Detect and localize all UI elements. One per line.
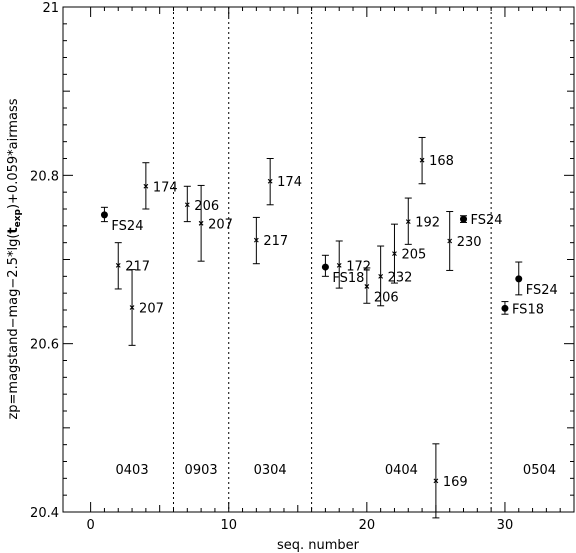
region-label: 0403	[116, 463, 149, 478]
x-tick-label: 30	[497, 518, 514, 533]
point-marker	[198, 220, 204, 226]
data-point: 207	[197, 184, 233, 262]
point-marker	[515, 275, 523, 283]
point-label: FS24	[471, 213, 503, 228]
point-marker	[419, 157, 425, 163]
region-labels: 0403 0903 0304 0404 0504	[116, 463, 557, 478]
data-point: 168	[418, 136, 454, 185]
data-point: 217	[252, 216, 288, 265]
point-label: 207	[208, 217, 233, 232]
point-label: 174	[153, 180, 178, 195]
data-point: 207	[128, 269, 164, 346]
data-point: FS24	[100, 206, 143, 234]
data-point: FS18	[321, 254, 364, 286]
point-label: 217	[125, 259, 150, 274]
point-label: 192	[415, 216, 440, 231]
point-label: 168	[429, 154, 454, 169]
data-point: 217	[114, 242, 150, 290]
point-label: 205	[401, 248, 426, 263]
data-point: FS24	[515, 261, 558, 298]
point-marker	[460, 215, 468, 223]
point-marker	[392, 251, 397, 256]
region-label: 0903	[185, 463, 218, 478]
data-point: 205	[390, 223, 426, 284]
data-point: 192	[404, 197, 440, 245]
y-tick-label: 21	[42, 1, 59, 16]
point-marker	[100, 211, 108, 219]
y-tick-label: 20.8	[30, 169, 59, 184]
data-points: FS24217207174206207217174FS1817220623220…	[100, 136, 558, 519]
point-marker	[143, 183, 149, 189]
data-point: 169	[432, 443, 468, 519]
data-point: FS18	[501, 301, 544, 317]
point-label: 207	[139, 301, 164, 316]
point-label: FS18	[512, 302, 544, 317]
point-label: FS24	[526, 283, 558, 298]
point-marker	[447, 238, 453, 244]
point-label: 232	[388, 270, 413, 285]
x-tick-label: 10	[220, 518, 237, 533]
point-marker	[405, 219, 411, 225]
point-marker	[253, 237, 259, 243]
data-point: 230	[446, 211, 482, 271]
point-marker	[184, 202, 190, 208]
y-tick-label: 20.4	[30, 506, 59, 521]
x-tick-label: 0	[86, 518, 94, 533]
data-point: FS24	[460, 213, 503, 228]
point-label: FS24	[111, 219, 143, 234]
point-marker	[501, 304, 509, 312]
point-marker	[378, 273, 384, 279]
point-label: 230	[457, 235, 482, 250]
data-point: 174	[142, 162, 178, 210]
point-label: 169	[443, 475, 468, 490]
point-label: 206	[374, 290, 399, 305]
data-point: 206	[183, 185, 219, 223]
region-label: 0304	[254, 463, 287, 478]
separator-lines	[172, 7, 492, 512]
point-label: FS18	[332, 271, 364, 286]
data-point: 232	[377, 245, 413, 307]
point-marker	[129, 305, 135, 310]
point-marker	[267, 178, 273, 184]
y-axis-title: zp=magstand−mag−2.5*lg(texp)+0.059*airma…	[6, 98, 23, 419]
data-point: 206	[363, 267, 399, 305]
data-point: 172	[335, 240, 371, 289]
y-tick-label: 20.6	[30, 338, 59, 353]
region-label: 0404	[385, 463, 418, 478]
data-point: 174	[266, 158, 302, 206]
point-marker	[321, 263, 329, 271]
point-label: 174	[277, 175, 302, 190]
axis-ticks	[63, 6, 574, 513]
x-axis-title: seq. number	[277, 538, 360, 553]
point-label: 206	[194, 199, 219, 214]
point-label: 217	[263, 234, 288, 249]
point-marker	[433, 478, 439, 484]
tick-labels: 0 10 20 30 20.4 20.6 20.8 21	[30, 1, 513, 533]
point-label: 172	[346, 259, 371, 274]
point-marker	[364, 284, 370, 289]
point-marker	[336, 263, 342, 268]
point-marker	[115, 263, 121, 268]
region-label: 0504	[523, 463, 556, 478]
x-tick-label: 20	[359, 518, 376, 533]
